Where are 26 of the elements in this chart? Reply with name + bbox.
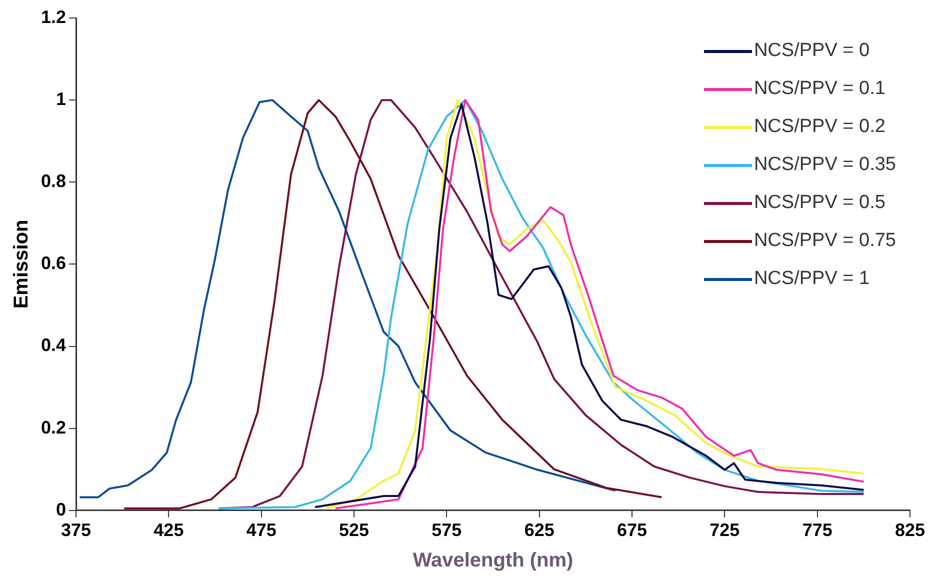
legend-label: NCS/PPV = 1 (754, 268, 870, 290)
x-axis-title: Wavelength (nm) (412, 550, 574, 572)
x-tick-label: 625 (524, 520, 554, 540)
y-tick-label: 1.2 (40, 6, 66, 27)
legend-label: NCS/PPV = 0.75 (754, 230, 896, 252)
legend-label: NCS/PPV = 0.2 (754, 116, 886, 138)
x-tick-label: 375 (61, 520, 92, 540)
y-tick-label: 1 (56, 89, 66, 110)
y-tick-label: 0.4 (40, 335, 66, 356)
y-tick-label: 0.6 (40, 253, 66, 274)
x-tick-label: 525 (338, 520, 370, 540)
x-tick-label: 575 (432, 520, 462, 540)
x-tick-label: 825 (894, 520, 926, 540)
x-tick-label: 475 (246, 520, 276, 540)
x-tick-label: 725 (710, 520, 740, 540)
x-tick-label: 675 (616, 520, 648, 540)
legend-label: NCS/PPV = 0.1 (754, 78, 886, 100)
legend-label: NCS/PPV = 0.35 (754, 154, 896, 176)
legend-label: NCS/PPV = 0 (754, 40, 870, 62)
y-axis-title: Emission (10, 220, 33, 309)
x-tick-label: 775 (802, 520, 832, 540)
legend-label: NCS/PPV = 0.5 (754, 192, 886, 214)
y-tick-label: 0.8 (40, 171, 66, 192)
x-tick-label: 425 (154, 520, 184, 540)
y-tick-label: 0.2 (40, 417, 66, 438)
y-tick-label: 0 (56, 499, 66, 520)
